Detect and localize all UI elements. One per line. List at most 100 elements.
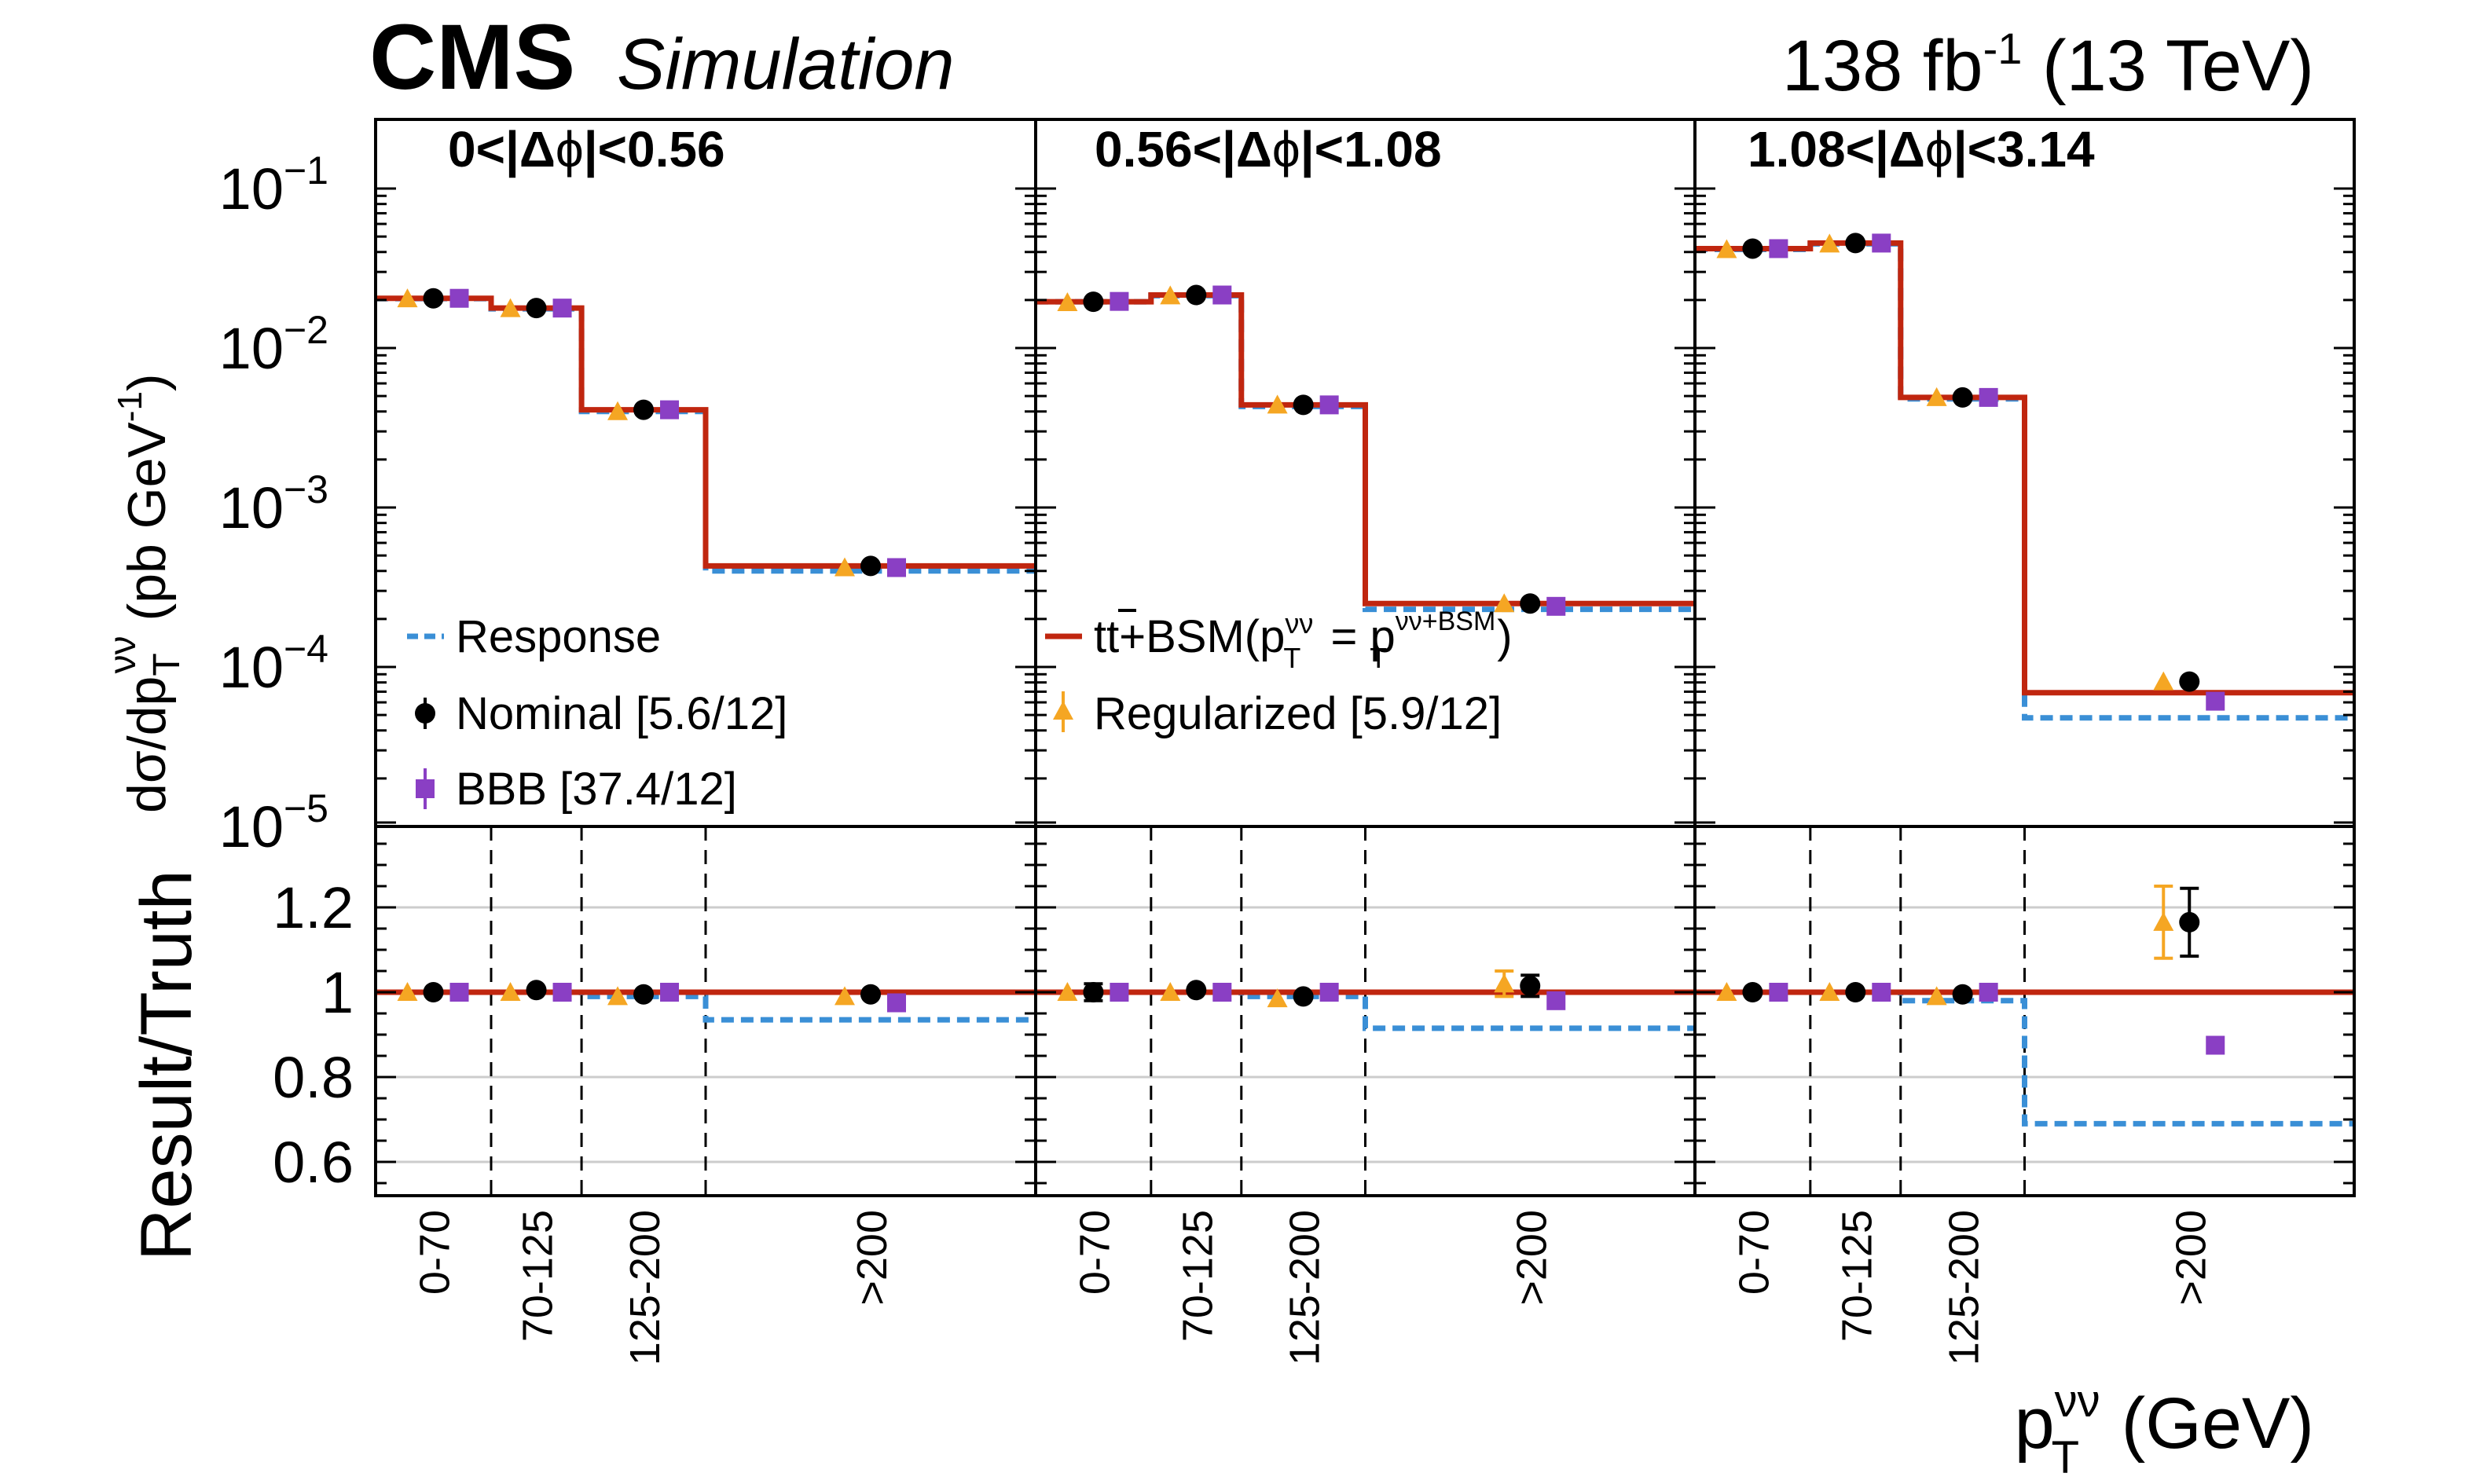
ratio-nominal-marker — [423, 982, 444, 1002]
truth-step-line — [1695, 240, 2354, 696]
panel-label-2: 0.56<|Δϕ|<1.08 — [1095, 121, 1442, 178]
ratio-bbb-marker — [1319, 983, 1339, 1002]
ratio-nominal-marker — [526, 980, 547, 1001]
ratio-regularized-marker — [1819, 982, 1840, 1001]
y-top-tick-label: 10−5 — [219, 786, 328, 859]
xsec-regularized-marker — [1926, 387, 1947, 406]
xsec-bbb-marker — [1872, 233, 1891, 253]
xsec-bbb-marker — [1979, 387, 1998, 407]
xsec-bbb-marker — [1546, 596, 1566, 616]
xsec-nominal-marker — [2179, 671, 2200, 692]
xsec-nominal-marker — [423, 288, 444, 309]
ratio-nominal-marker — [1083, 982, 1104, 1002]
xsec-bbb-marker — [660, 400, 680, 420]
legend-truth-label: tt+BSM(pνν T = pνν+BSM T) — [1094, 606, 1513, 674]
x-category-label: 125-200 — [622, 1210, 669, 1365]
xsec-nominal-marker — [1293, 394, 1314, 416]
ratio-regularized-marker — [1267, 988, 1288, 1008]
y-top-tick-label: 10−1 — [219, 148, 328, 222]
truth-step-line — [376, 295, 1036, 569]
xsec-nominal-marker — [1186, 284, 1207, 306]
legend-item-response: Response — [407, 611, 661, 662]
y-bottom-tick-label: 1 — [321, 960, 354, 1025]
bin-dividers — [490, 826, 2026, 1196]
legend-regularized-label: Regularized [5.9/12] — [1094, 688, 1502, 739]
ratio-nominal-marker — [633, 984, 655, 1005]
ticks-layer: 0-70 70-125 125-200 >200 0-70 70-125 125-200 >2… — [219, 148, 2354, 1365]
ratio-regularized-marker — [2153, 911, 2174, 931]
response-ratio-line — [1695, 989, 2354, 1127]
x-category-label: 70-125 — [1174, 1210, 1221, 1342]
xsec-nominal-marker — [526, 298, 547, 319]
ratio-regularized-marker — [1926, 986, 1947, 1006]
legend-bbb-marker — [416, 779, 435, 798]
x-category-label: >200 — [2167, 1210, 2214, 1306]
xsec-bbb-marker — [887, 558, 906, 577]
xsec-regularized-marker — [397, 288, 418, 308]
ratio-bbb-marker — [2206, 1035, 2225, 1055]
truth-step-line — [1036, 292, 1695, 606]
ratio-bbb-marker — [887, 993, 906, 1013]
ratio-bbb-marker — [660, 983, 680, 1002]
legend-item-nominal: Nominal [5.6/12] — [415, 688, 787, 739]
experiment-label: CMS — [369, 5, 575, 109]
y-bottom-tick-label: 0.6 — [273, 1130, 354, 1195]
ratio-regularized-marker — [1716, 982, 1737, 1001]
legend-nominal-marker — [415, 703, 435, 724]
x-category-label: 125-200 — [1941, 1210, 1988, 1365]
response-ratio-line — [1036, 989, 1695, 1031]
ratio-regularized-marker — [1494, 973, 1515, 993]
frames-layer — [374, 118, 2356, 1197]
xsec-regularized-marker — [607, 401, 629, 420]
xsec-regularized-marker — [2153, 671, 2174, 691]
ratio-nominal-marker — [1845, 982, 1866, 1002]
ratio-bbb-marker — [1769, 983, 1788, 1002]
ratio-nominal-marker — [1952, 984, 1973, 1005]
ratio-regularized-marker — [607, 986, 629, 1006]
xsec-regularized-marker — [1267, 394, 1288, 414]
x-axis-title: pνν T (GeV) — [2014, 1376, 2314, 1483]
y-top-tick-label: 10−4 — [219, 627, 328, 700]
y-axis-title-bottom: Result/Truth — [127, 870, 207, 1261]
ratio-nominal-marker — [1742, 982, 1763, 1002]
xsec-bbb-marker — [1110, 291, 1129, 311]
xsec-regularized-marker — [1160, 285, 1181, 305]
xsec-regularized-marker — [835, 557, 855, 577]
series-layer — [376, 240, 2354, 1127]
xsec-bbb-marker — [449, 288, 469, 308]
x-category-label: >200 — [849, 1210, 896, 1306]
panel-label-1: 0<|Δϕ|<0.56 — [448, 121, 725, 178]
xsec-bbb-marker — [1212, 285, 1232, 305]
legend-regularized-marker — [1053, 701, 1073, 720]
legend-item-regularized: Regularized [5.9/12] — [1053, 688, 1502, 739]
ratio-regularized-marker — [397, 982, 418, 1001]
xsec-nominal-marker — [1742, 238, 1763, 259]
x-category-label: 0-70 — [1730, 1210, 1777, 1295]
ratio-regularized-marker — [835, 986, 855, 1006]
xsec-regularized-marker — [1494, 593, 1515, 613]
luminosity-label: 138 fb-1 (13 TeV) — [1782, 24, 2314, 106]
legend-item-bbb: BBB [37.4/12] — [416, 764, 737, 815]
xsec-nominal-marker — [1083, 291, 1104, 313]
xsec-bbb-marker — [1319, 395, 1339, 415]
xsec-nominal-marker — [1952, 387, 1973, 408]
y-top-tick-label: 10−2 — [219, 308, 328, 381]
xsec-nominal-marker — [1845, 233, 1866, 254]
xsec-regularized-marker — [1716, 239, 1737, 258]
ratio-bbb-marker — [449, 983, 469, 1002]
xsec-nominal-marker — [860, 555, 881, 577]
y-top-tick-label: 10−3 — [219, 467, 328, 540]
ratio-bbb-marker — [1979, 983, 1998, 1002]
xsec-regularized-marker — [1819, 233, 1840, 253]
ratio-bbb-marker — [1212, 983, 1232, 1002]
legend-bbb-label: BBB [37.4/12] — [456, 764, 737, 815]
simulation-label: Simulation — [617, 24, 955, 104]
x-category-label: 0-70 — [412, 1210, 459, 1295]
xsec-regularized-marker — [500, 298, 521, 317]
ratio-nominal-marker — [1186, 980, 1207, 1001]
y-bottom-tick-label: 1.2 — [273, 875, 354, 940]
y-bottom-tick-label: 0.8 — [273, 1045, 354, 1110]
x-category-label: >200 — [1508, 1210, 1555, 1306]
x-category-label: 70-125 — [515, 1210, 562, 1342]
